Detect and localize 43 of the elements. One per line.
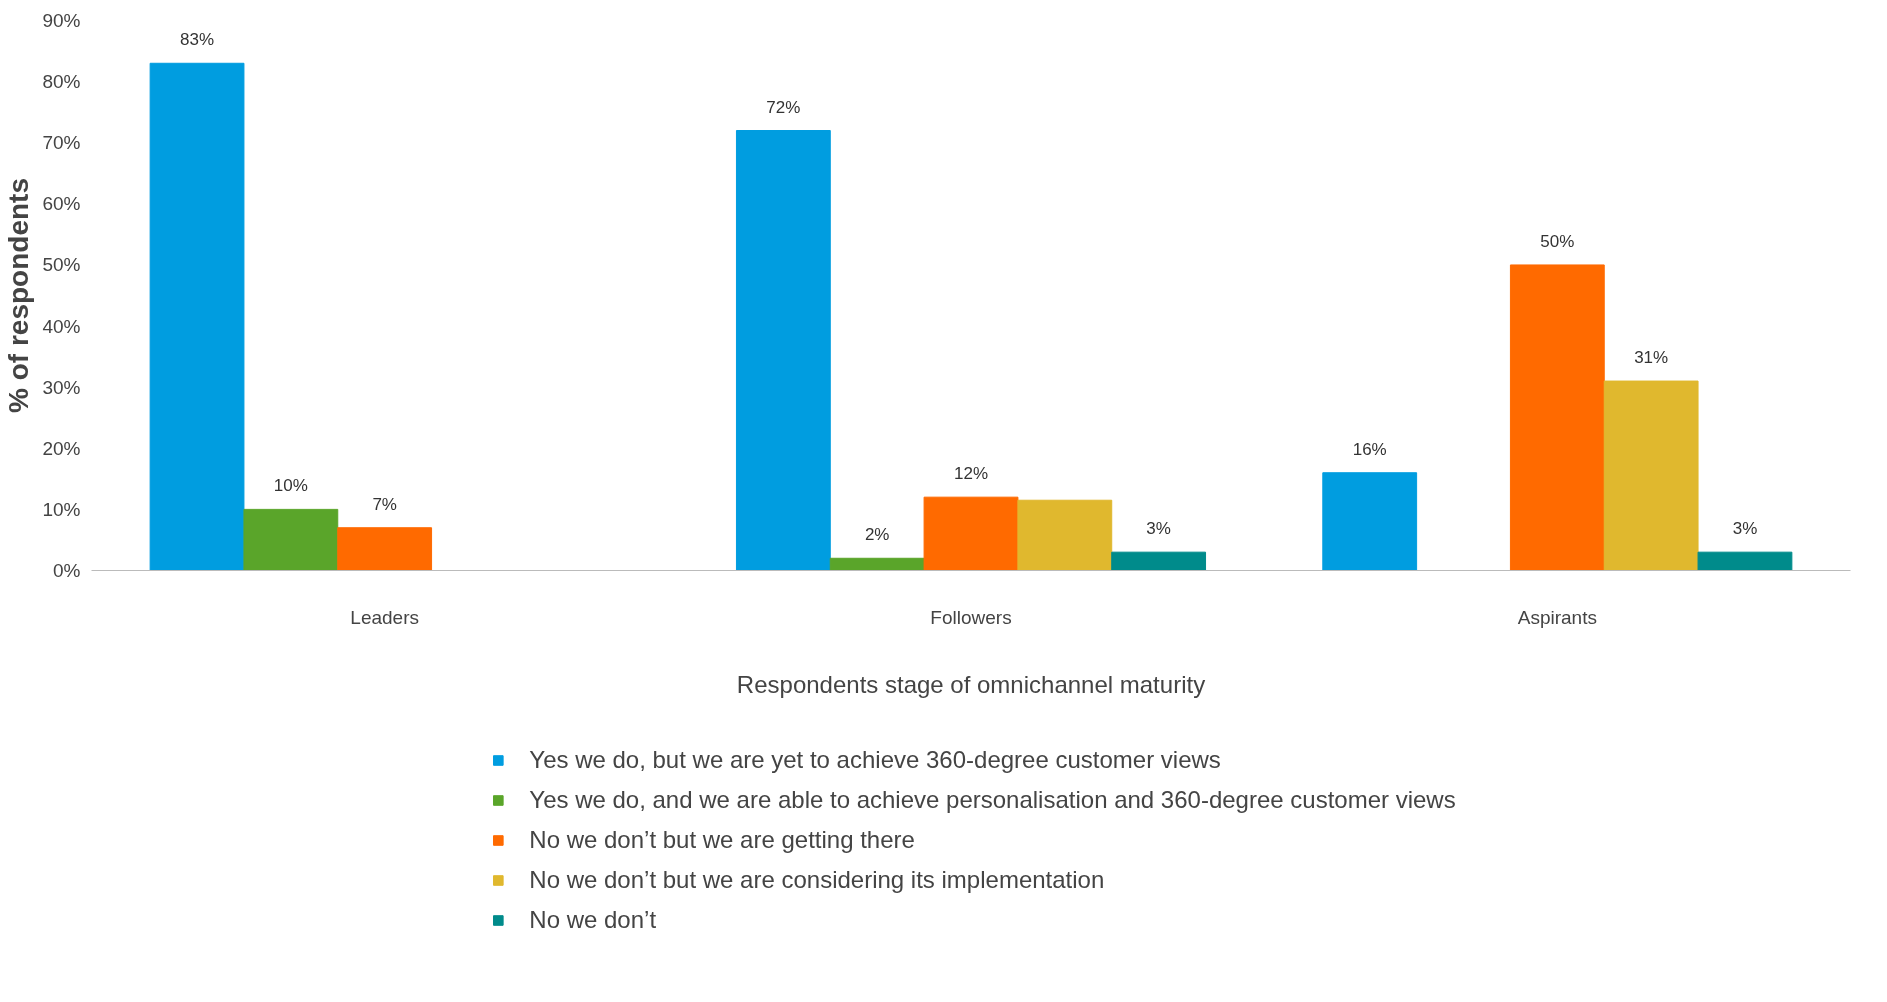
data-label: 72% [766,97,801,117]
legend-label: Yes we do, but we are yet to achieve 360-degree customer views [529,746,1221,774]
bar [735,130,831,571]
y-tick-label: 0% [53,560,81,581]
bar [923,496,1019,571]
bar [337,527,433,571]
data-label: 12% [953,464,989,484]
y-tick-label: 80% [42,71,81,93]
y-tick-label: 60% [42,193,81,215]
bar [243,508,339,571]
bar [1697,551,1793,571]
x-tick-label: Leaders [350,606,420,628]
bar [1322,472,1418,571]
bar [149,62,245,571]
data-label: 2% [864,525,890,545]
data-label: 31% [1634,348,1669,368]
y-tick-label: 20% [42,437,81,459]
y-tick-label: 50% [42,254,81,276]
x-tick-label: Aspirants [1517,606,1597,628]
data-label: 50% [1540,231,1575,251]
legend-label: Yes we do, and we are able to achieve personalisation and 360-degree customer views [529,786,1456,814]
y-tick-label: 10% [42,498,81,520]
data-label: 83% [180,30,215,50]
bar [1111,551,1207,571]
data-label: 3% [1732,519,1758,539]
y-axis-title: % of respondents [3,178,35,413]
legend-label: No we don’t but we are getting there [529,826,915,854]
data-label: 7% [372,494,397,514]
data-label: 16% [1352,439,1387,459]
bar [1603,380,1699,571]
y-tick-label: 70% [42,132,81,154]
x-tick-label: Followers [930,606,1012,628]
data-label: 10% [273,476,308,496]
legend-label: No we don’t [529,906,657,934]
data-label: 3% [1146,519,1171,539]
legend-label: No we don’t but we are considering its implementation [529,866,1105,894]
x-axis-title: Respondents stage of omnichannel maturity [736,670,1206,698]
y-tick-label: 30% [42,376,81,398]
bar [1017,499,1113,571]
y-tick-label: 90% [42,10,81,31]
bar [829,557,925,571]
bar [1509,264,1605,571]
y-tick-label: 40% [42,315,81,337]
